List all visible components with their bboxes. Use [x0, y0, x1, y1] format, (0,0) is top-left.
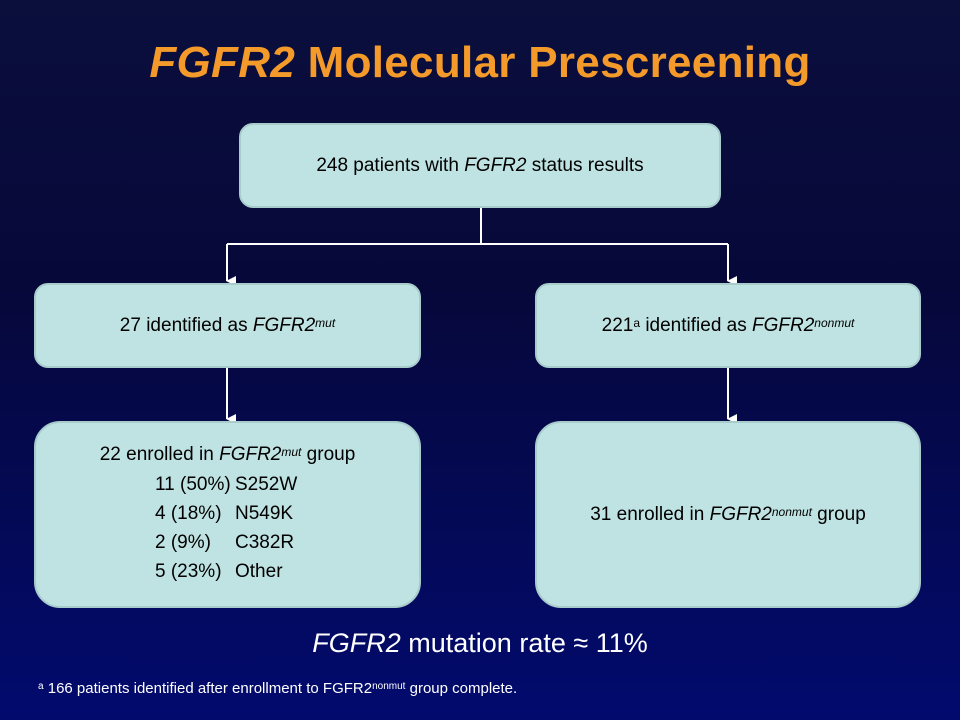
enrolled-nonmut-sup: nonmut — [771, 504, 812, 519]
footnote-text: 166 patients identified after enrollment… — [43, 680, 373, 697]
title-gene: FGFR2 — [149, 38, 296, 87]
footnote-post: group complete. — [405, 680, 518, 697]
nonmut-box-count: 221 — [601, 314, 634, 336]
mutation-breakdown: 11 (50%) S252W 4 (18%) N549K 2 (9%) C382R 5… — [120, 470, 335, 586]
enrolled-mut-heading: 22 enrolled in FGFR2mut group — [100, 444, 356, 466]
title-rest: Molecular Prescreening — [295, 38, 811, 87]
breakdown-count: 11 (50%) — [155, 473, 231, 495]
mutation-rate: FGFR2 mutation rate ≈ 11% — [0, 628, 960, 659]
top-box-post: status results — [526, 154, 644, 176]
enrolled-nonmut-gene: FGFR2 — [709, 503, 772, 525]
rate-value: 11% — [588, 628, 648, 658]
breakdown-mutation: C382R — [235, 531, 295, 553]
enrolled-mut-pre: 22 enrolled in — [99, 443, 220, 465]
enrolled-mut-box: 22 enrolled in FGFR2mut group 11 (50%) S2… — [34, 421, 421, 608]
nonmut-identified-box: 221a identified as FGFR2nonmut — [535, 283, 921, 368]
breakdown-count: 5 (23%) — [155, 560, 222, 582]
status-results-box: 248 patients with FGFR2 status results — [239, 123, 721, 208]
breakdown-mutation: S252W — [235, 473, 298, 495]
nonmut-box-gene: FGFR2 — [752, 314, 815, 336]
nonmut-box-sup: nonmut — [814, 315, 855, 330]
breakdown-row: 2 (9%) C382R — [120, 528, 335, 557]
breakdown-count: 4 (18%) — [155, 502, 222, 524]
enrolled-mut-post: group — [301, 443, 356, 465]
mut-box-sup: mut — [315, 315, 336, 330]
approx-symbol: ≈ — [573, 628, 589, 658]
nonmut-box-footnote-marker: a — [633, 315, 641, 330]
footnote: a 166 patients identified after enrollme… — [38, 680, 517, 697]
breakdown-row: 4 (18%) N549K — [120, 499, 335, 528]
breakdown-mutation: N549K — [235, 502, 294, 524]
enrolled-nonmut-post: group — [811, 503, 866, 525]
footnote-sup: nonmut — [372, 681, 406, 692]
breakdown-row: 5 (23%) Other — [120, 557, 335, 586]
rate-gene: FGFR2 — [312, 628, 401, 658]
enrolled-nonmut-pre: 31 enrolled in — [590, 503, 710, 525]
nonmut-box-pre: identified as — [640, 314, 753, 336]
footnote-marker: a — [38, 681, 44, 692]
breakdown-row: 11 (50%) S252W — [120, 470, 335, 499]
mut-identified-box: 27 identified as FGFR2mut — [34, 283, 421, 368]
enrolled-mut-sup: mut — [281, 444, 302, 459]
breakdown-mutation: Other — [235, 560, 283, 582]
mut-box-pre: 27 identified as — [119, 314, 253, 336]
mut-box-gene: FGFR2 — [252, 314, 316, 336]
enrolled-mut-gene: FGFR2 — [219, 443, 282, 465]
top-box-pre: 248 patients with — [316, 154, 465, 176]
breakdown-count: 2 (9%) — [155, 531, 211, 553]
rate-text: mutation rate — [400, 628, 574, 658]
top-box-gene: FGFR2 — [464, 154, 527, 176]
enrolled-nonmut-box: 31 enrolled in FGFR2nonmut group — [535, 421, 921, 608]
page-title: FGFR2 Molecular Prescreening — [0, 38, 960, 88]
